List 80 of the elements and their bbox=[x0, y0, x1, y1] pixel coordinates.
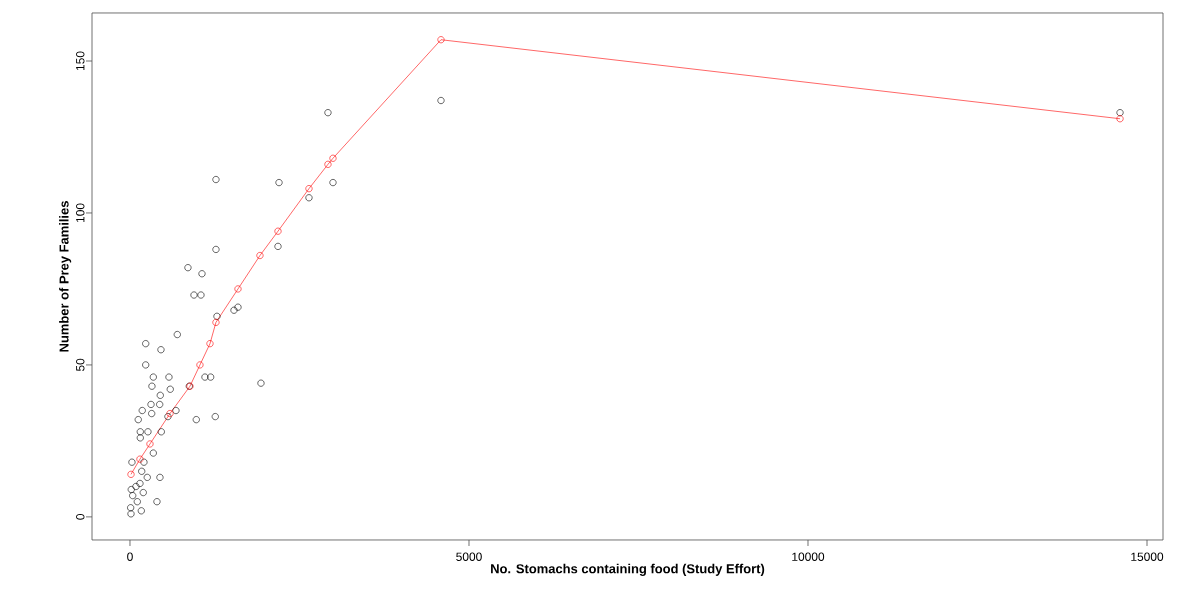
x-tick-label: 15000 bbox=[1131, 552, 1164, 561]
point bbox=[128, 458, 136, 466]
point bbox=[173, 331, 181, 339]
point bbox=[156, 391, 164, 399]
point bbox=[157, 428, 165, 436]
point bbox=[146, 440, 154, 448]
point bbox=[136, 434, 144, 442]
y-tick-label: 50 bbox=[76, 358, 85, 372]
x-tick-label: 10000 bbox=[792, 552, 825, 561]
y-tick-label: 0 bbox=[76, 514, 85, 520]
x-tick-label: 0 bbox=[127, 552, 133, 561]
point bbox=[140, 458, 148, 466]
point bbox=[234, 303, 242, 311]
point bbox=[324, 109, 332, 117]
point bbox=[230, 306, 238, 314]
point bbox=[136, 455, 144, 463]
point bbox=[156, 473, 164, 481]
point bbox=[256, 252, 264, 260]
point bbox=[133, 498, 141, 506]
point bbox=[1116, 115, 1124, 123]
point bbox=[437, 36, 445, 44]
point bbox=[275, 179, 283, 187]
point bbox=[127, 470, 135, 478]
point bbox=[212, 176, 220, 184]
point bbox=[132, 483, 140, 490]
point bbox=[142, 361, 150, 369]
point bbox=[184, 264, 192, 272]
point bbox=[153, 498, 161, 506]
point bbox=[127, 510, 135, 518]
point bbox=[190, 291, 198, 299]
point bbox=[324, 160, 332, 168]
point bbox=[329, 179, 337, 187]
point bbox=[305, 185, 313, 193]
point bbox=[142, 340, 150, 348]
point bbox=[127, 504, 135, 512]
point bbox=[206, 340, 214, 348]
point bbox=[165, 373, 173, 381]
x-axis-title: No. Stomachs containing food (Study Effort) bbox=[491, 563, 765, 576]
point bbox=[274, 242, 282, 250]
point bbox=[196, 361, 204, 369]
point bbox=[1116, 109, 1124, 117]
point bbox=[138, 407, 146, 415]
point bbox=[139, 489, 147, 497]
point bbox=[134, 416, 142, 424]
point bbox=[198, 270, 206, 278]
point bbox=[156, 400, 164, 408]
point bbox=[136, 428, 144, 436]
point bbox=[143, 473, 151, 481]
point bbox=[305, 194, 313, 202]
y-tick-label: 100 bbox=[76, 203, 85, 223]
point bbox=[437, 97, 445, 105]
point bbox=[136, 479, 144, 487]
y-axis-title: Number of Prey Families bbox=[59, 201, 72, 352]
point bbox=[213, 312, 221, 320]
point bbox=[129, 492, 137, 500]
point bbox=[157, 346, 165, 354]
y-tick-label: 150 bbox=[76, 51, 85, 71]
point bbox=[149, 373, 157, 381]
point bbox=[144, 428, 152, 436]
point bbox=[166, 385, 174, 393]
point bbox=[212, 318, 220, 326]
point bbox=[192, 416, 200, 424]
point bbox=[274, 227, 282, 235]
point bbox=[212, 245, 220, 253]
point bbox=[257, 379, 265, 387]
x-tick-label: 5000 bbox=[456, 552, 482, 561]
point bbox=[127, 486, 135, 494]
point bbox=[234, 285, 242, 293]
point bbox=[201, 373, 209, 381]
point bbox=[148, 382, 156, 390]
point bbox=[211, 413, 219, 421]
point bbox=[138, 467, 146, 475]
point bbox=[329, 154, 337, 162]
point bbox=[172, 407, 180, 415]
point bbox=[137, 507, 145, 515]
point bbox=[147, 400, 155, 408]
point bbox=[197, 291, 205, 299]
point bbox=[149, 449, 157, 457]
point bbox=[207, 373, 215, 381]
point bbox=[148, 410, 156, 418]
